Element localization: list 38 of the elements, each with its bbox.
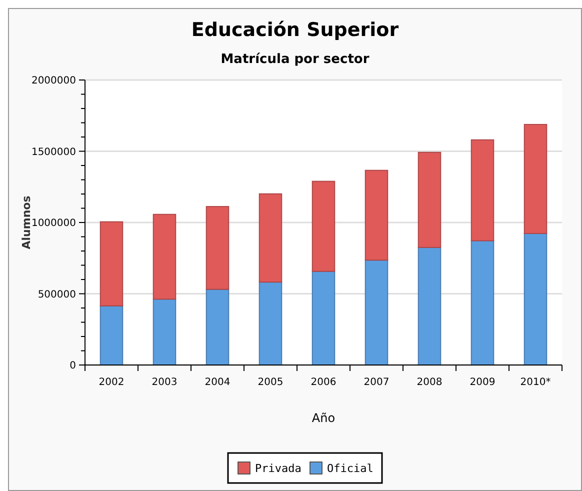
bar [100, 305, 124, 366]
bar [364, 260, 388, 366]
x-tick-label: 2009 [470, 377, 496, 388]
y-tick-label: 0 [70, 360, 76, 372]
bar [470, 139, 494, 242]
bar [258, 193, 282, 283]
bar [312, 270, 336, 366]
y-tick-label: 500000 [38, 289, 76, 300]
chart-title: Educación Superior [191, 19, 400, 41]
bar [418, 152, 442, 248]
bar [258, 282, 282, 366]
x-tick-label: 2008 [416, 377, 442, 388]
x-tick-label: 2010* [520, 377, 551, 388]
bar [100, 221, 124, 306]
x-tick-label: 2005 [258, 377, 284, 388]
bar [312, 180, 336, 272]
bar [418, 246, 442, 366]
x-tick-label: 2002 [98, 377, 124, 388]
bar [524, 124, 548, 234]
bar [206, 288, 230, 366]
x-tick-label: 2004 [204, 377, 230, 388]
y-axis-title: Alumnos [20, 195, 33, 250]
x-tick-label: 2007 [364, 377, 390, 388]
bar [364, 170, 388, 261]
legend-label: Privada [255, 462, 302, 475]
bar [470, 240, 494, 366]
x-tick-label: 2006 [310, 377, 336, 388]
bar [152, 298, 176, 366]
bar [206, 206, 230, 290]
chart-subtitle: Matrícula por sector [220, 52, 370, 67]
y-tick-label: 1000000 [31, 218, 76, 229]
x-tick-label: 2003 [152, 377, 178, 388]
y-tick-label: 1500000 [31, 146, 76, 158]
y-tick-label: 2000000 [31, 76, 76, 86]
bar [152, 214, 176, 300]
x-axis-title: Año [312, 411, 336, 425]
bar [524, 232, 548, 366]
legend-label: Oficial [327, 462, 374, 475]
